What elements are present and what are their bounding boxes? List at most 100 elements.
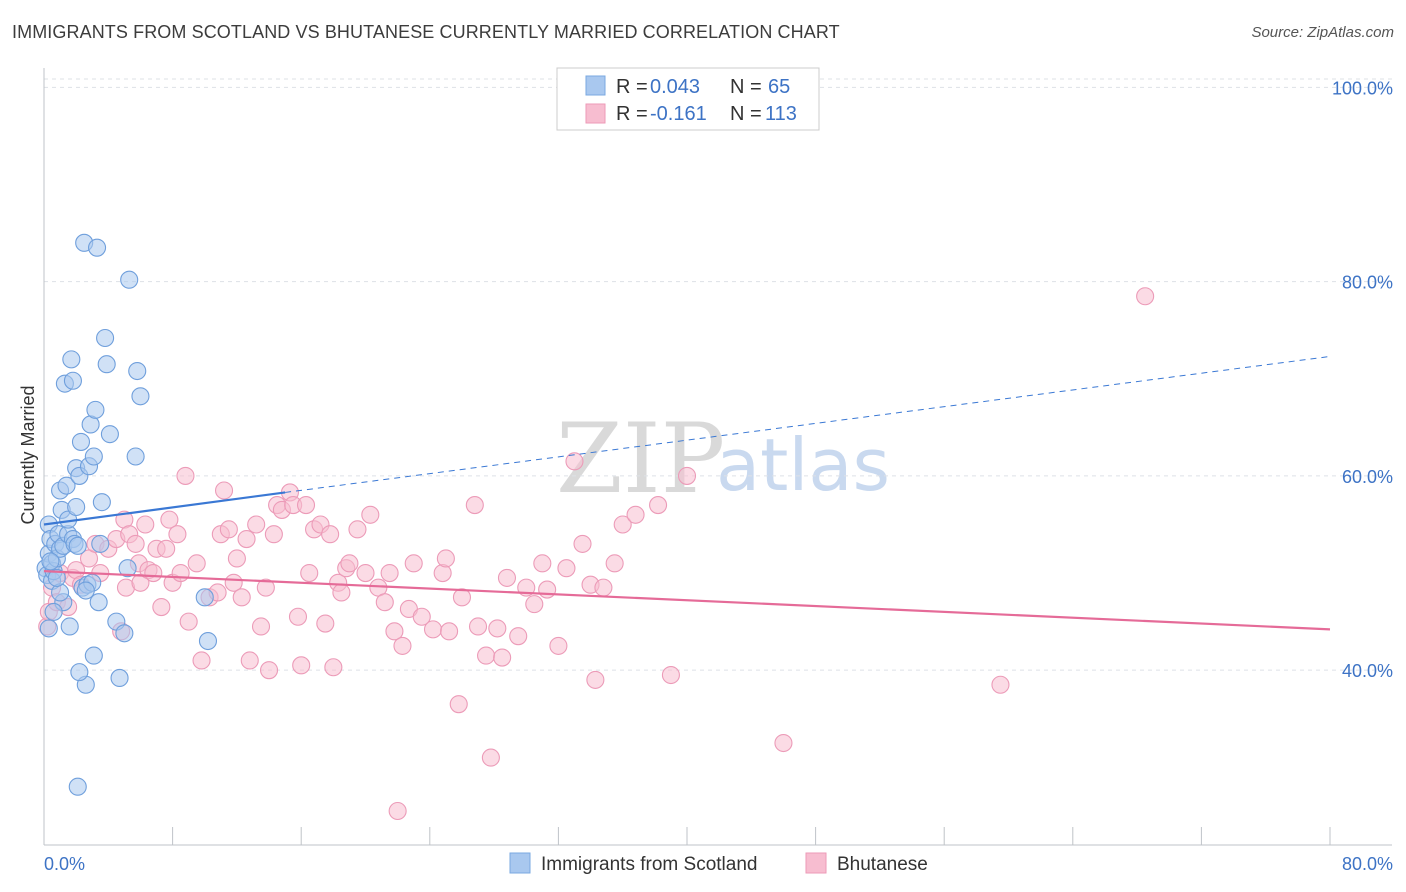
bhutanese-point — [557, 559, 576, 578]
scotland-points — [36, 233, 218, 796]
bhutanese-point — [525, 595, 544, 614]
scotland-point — [89, 593, 108, 612]
scotland-point — [67, 497, 86, 517]
bhutanese-point — [348, 520, 367, 539]
x-tick-label-min: 0.0% — [44, 854, 85, 874]
bhutanese-point — [677, 466, 697, 485]
source-credit: Source: ZipAtlas.com — [1251, 24, 1394, 41]
bhutanese-point — [324, 658, 343, 677]
legend-r-label-bhutanese: R = — [616, 103, 648, 125]
bhutanese-point — [533, 554, 552, 573]
bhutanese-point — [404, 554, 423, 573]
legend-bottom-swatch-bhutanese — [805, 852, 827, 874]
bhutanese-point — [565, 452, 584, 471]
scotland-point — [92, 493, 111, 512]
legend-r-label-scotland: R = — [616, 76, 648, 98]
scotland-point — [60, 617, 79, 636]
legend-n-value-bhutanese: 113 — [765, 103, 797, 125]
bhutanese-point — [176, 466, 195, 485]
bhutanese-point — [179, 612, 198, 631]
bhutanese-point — [152, 597, 171, 617]
x-tick-label-max: 80.0% — [1342, 854, 1393, 874]
bhutanese-point — [192, 651, 211, 670]
bhutanese-point — [300, 563, 319, 583]
bhutanese-point — [1136, 287, 1155, 306]
bhutanese-point — [488, 619, 507, 638]
bhutanese-point — [168, 525, 187, 544]
bhutanese-point — [613, 515, 632, 534]
legend-n-label-scotland: N = — [730, 76, 762, 98]
bhutanese-point — [549, 636, 568, 655]
bhutanese-point — [296, 496, 316, 515]
grid-lines — [44, 78, 1392, 671]
legend-top: R = 0.043 N = 65 R = -0.161 N = 113 — [556, 67, 820, 131]
legend-bottom-label-scotland: Immigrants from Scotland — [541, 854, 757, 875]
bhutanese-point — [157, 539, 176, 558]
bhutanese-point — [774, 733, 793, 753]
bhutanese-point — [259, 661, 279, 680]
axes — [43, 68, 1392, 846]
bhutanese-point — [586, 670, 605, 689]
bhutanese-point — [251, 617, 271, 636]
y-tick-label: 80.0% — [1342, 273, 1393, 293]
bhutanese-point — [991, 675, 1010, 694]
trend-line-scotland — [43, 491, 286, 526]
bhutanese-point — [264, 525, 283, 544]
trend-lines — [43, 355, 1331, 631]
scotland-point — [91, 534, 110, 553]
bhutanese-point — [393, 636, 412, 655]
bhutanese-point — [332, 583, 351, 602]
bhutanese-point — [240, 651, 259, 670]
legend-n-value-scotland: 65 — [768, 76, 790, 98]
trend-line-bhutanese — [43, 570, 1331, 631]
bhutanese-point — [594, 578, 613, 597]
scotland-point — [131, 387, 150, 406]
scotland-point — [57, 476, 76, 495]
bhutanese-point — [292, 656, 311, 675]
scotland-point — [126, 447, 145, 466]
scotland-point — [110, 668, 129, 687]
bhutanese-point — [214, 481, 234, 500]
scotland-point — [84, 447, 103, 466]
scotland-point — [62, 350, 81, 369]
bhutanese-point — [493, 648, 512, 667]
bhutanese-point — [375, 593, 394, 612]
scotland-point — [44, 602, 63, 621]
bhutanese-point — [452, 588, 472, 607]
scotland-point — [41, 552, 60, 571]
bhutanese-point — [626, 505, 645, 524]
bhutanese-point — [661, 665, 680, 685]
bhutanese-point — [388, 801, 407, 821]
bhutanese-point — [187, 554, 206, 573]
y-tick-label: 40.0% — [1342, 661, 1393, 681]
bhutanese-point — [237, 530, 256, 549]
scotland-point — [198, 631, 218, 651]
scotland-point — [86, 400, 105, 419]
scotland-point — [39, 619, 58, 638]
bhutanese-point — [412, 607, 431, 626]
bhutanese-point — [468, 617, 488, 636]
chart-title: IMMIGRANTS FROM SCOTLAND VS BHUTANESE CU… — [12, 22, 840, 42]
bhutanese-point — [465, 496, 484, 515]
bhutanese-point — [256, 578, 275, 597]
bhutanese-point — [449, 695, 468, 714]
scotland-point — [96, 328, 115, 348]
scotland-point — [115, 624, 134, 643]
bhutanese-point — [573, 534, 592, 553]
legend-bottom-swatch-scotland — [509, 852, 531, 874]
scotland-point — [120, 270, 139, 289]
scotland-point — [76, 581, 95, 600]
bhutanese-point — [440, 622, 459, 641]
bhutanese-point — [423, 620, 443, 639]
bhutanese-point — [321, 525, 340, 544]
bhutanese-point — [340, 554, 359, 573]
bhutanese-point — [144, 563, 163, 583]
bhutanese-point — [219, 520, 238, 539]
scotland-point — [68, 536, 87, 555]
scotland-point — [68, 777, 87, 796]
bhutanese-point — [136, 515, 155, 534]
scotland-point — [195, 588, 214, 607]
bhutanese-point — [227, 549, 246, 568]
bhutanese-points — [38, 287, 1155, 821]
bhutanese-point — [385, 622, 404, 641]
